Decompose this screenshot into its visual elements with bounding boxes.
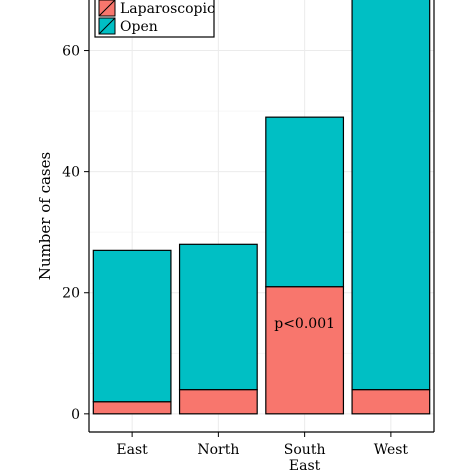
y-axis-title: Number of cases [36, 152, 54, 280]
x-tick-label: East [116, 442, 148, 458]
bar-laparoscopic [178, 389, 258, 415]
bar-open [92, 249, 172, 403]
bar-open [265, 116, 345, 288]
y-tick-label: 60 [62, 44, 80, 60]
legend-label: Open [120, 19, 158, 35]
bar-laparoscopic [351, 389, 431, 415]
legend: Laparoscopic Open [94, 0, 215, 38]
y-tick-label: 0 [71, 407, 80, 423]
legend-label: Laparoscopic [120, 1, 215, 17]
y-tick-label: 20 [62, 286, 80, 302]
legend-key-slash [98, 0, 116, 17]
y-tick-label: 40 [62, 165, 80, 181]
legend-key-slash [98, 17, 116, 35]
axes: 0 20 40 60 East North South East West [62, 0, 435, 474]
annotation-label: p<0.001 [274, 316, 335, 332]
annotations: p<0.001 [274, 316, 335, 332]
bar-open [351, 0, 431, 391]
bar-laparoscopic [92, 401, 172, 415]
bar-open [178, 243, 258, 391]
x-tick-label: North [197, 442, 239, 458]
bars [92, 0, 431, 415]
x-tick-label: South East [284, 442, 326, 474]
bar-laparoscopic [265, 286, 345, 415]
x-tick-label: West [374, 442, 409, 458]
